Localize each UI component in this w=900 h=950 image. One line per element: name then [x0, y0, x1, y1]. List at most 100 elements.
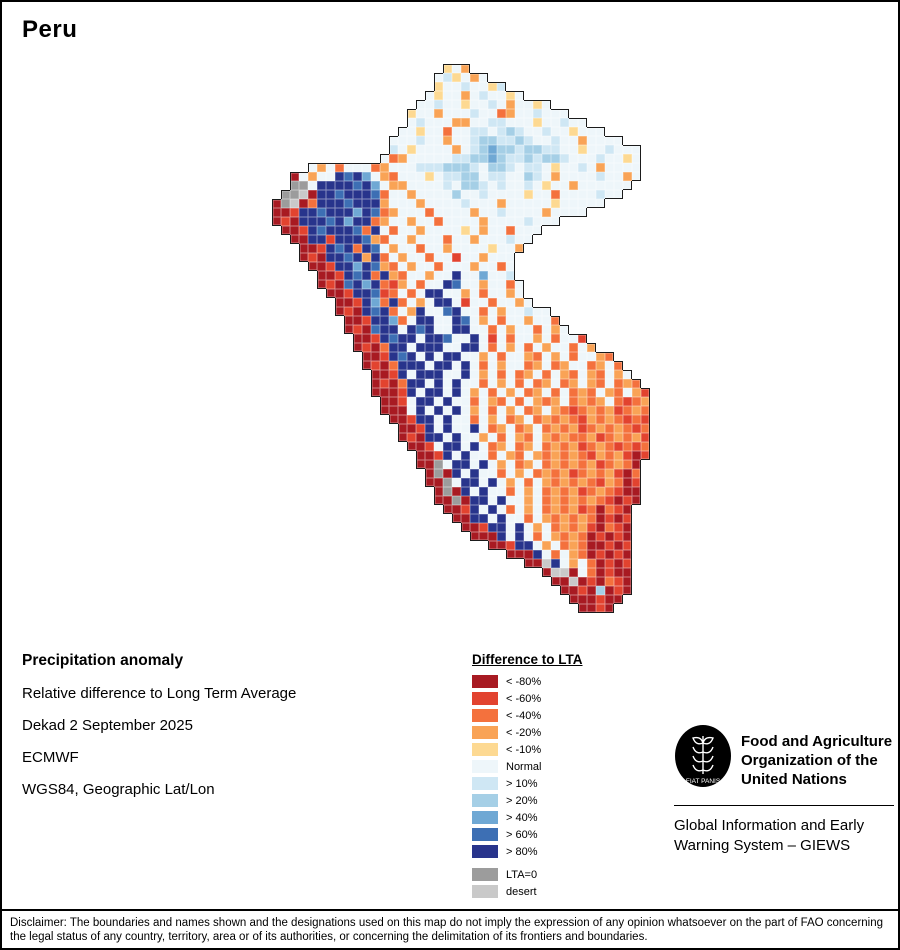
- map-cell: [506, 532, 515, 541]
- map-cell: [353, 298, 362, 307]
- map-cell: [443, 208, 452, 217]
- map-cell: [605, 577, 614, 586]
- map-cell: [371, 217, 380, 226]
- map-cell: [515, 424, 524, 433]
- map-cell: [551, 172, 560, 181]
- map-cell: [452, 136, 461, 145]
- map-cell: [443, 91, 452, 100]
- map-cell: [425, 352, 434, 361]
- map-cell: [308, 217, 317, 226]
- map-cell: [542, 181, 551, 190]
- map-cell: [497, 325, 506, 334]
- map-cell: [380, 316, 389, 325]
- map-cell: [605, 451, 614, 460]
- map-cell: [416, 109, 425, 118]
- map-cell: [605, 505, 614, 514]
- map-cell: [515, 523, 524, 532]
- map-cell: [578, 208, 587, 217]
- map-cell: [515, 244, 524, 253]
- map-cell: [470, 118, 479, 127]
- map-cell: [569, 361, 578, 370]
- legend-label: > 60%: [506, 828, 538, 841]
- map-cell: [479, 343, 488, 352]
- map-cell: [434, 388, 443, 397]
- map-cell: [452, 415, 461, 424]
- map-cell: [497, 199, 506, 208]
- map-cell: [632, 406, 641, 415]
- giews-line: Global Information and Early: [674, 817, 865, 834]
- fao-logo-icon: FIAT PANIS: [674, 724, 732, 793]
- map-cell: [470, 442, 479, 451]
- map-cell: [479, 334, 488, 343]
- map-cell: [398, 352, 407, 361]
- map-cell: [506, 253, 515, 262]
- map-cell: [497, 127, 506, 136]
- map-cell: [623, 568, 632, 577]
- map-cell: [344, 325, 353, 334]
- map-cell: [605, 442, 614, 451]
- map-cell: [407, 316, 416, 325]
- map-cell: [488, 154, 497, 163]
- map-cell: [398, 226, 407, 235]
- map-cell: [596, 604, 605, 613]
- map-cell: [488, 370, 497, 379]
- map-cell: [470, 469, 479, 478]
- map-cell: [506, 109, 515, 118]
- map-cell: [416, 118, 425, 127]
- map-cell: [443, 163, 452, 172]
- map-cell: [497, 415, 506, 424]
- map-cell: [596, 541, 605, 550]
- map-cell: [398, 325, 407, 334]
- map-cell: [623, 451, 632, 460]
- map-cell: [407, 163, 416, 172]
- map-cell: [425, 262, 434, 271]
- map-cell: [353, 343, 362, 352]
- map-cell: [524, 145, 533, 154]
- map-cell: [389, 154, 398, 163]
- map-cell: [551, 433, 560, 442]
- map-cell: [299, 235, 308, 244]
- map-cell: [407, 172, 416, 181]
- map-cell: [542, 424, 551, 433]
- map-cell: [560, 451, 569, 460]
- map-cell: [551, 532, 560, 541]
- map-cell: [560, 109, 569, 118]
- map-cell: [371, 307, 380, 316]
- map-cell: [407, 262, 416, 271]
- map-cell: [416, 181, 425, 190]
- map-cell: [542, 361, 551, 370]
- map-cell: [317, 226, 326, 235]
- map-cell: [398, 307, 407, 316]
- map-cell: [326, 226, 335, 235]
- map-cell: [623, 424, 632, 433]
- map-cell: [497, 370, 506, 379]
- map-cell: [452, 307, 461, 316]
- map-cell: [335, 217, 344, 226]
- map-cell: [569, 190, 578, 199]
- map-cell: [506, 181, 515, 190]
- legend-item: < -80%: [472, 675, 583, 688]
- map-cell: [479, 307, 488, 316]
- map-cell: [434, 433, 443, 442]
- map-cell: [380, 244, 389, 253]
- map-cell: [578, 181, 587, 190]
- map-cell: [542, 496, 551, 505]
- map-cell: [479, 370, 488, 379]
- map-cell: [506, 514, 515, 523]
- map-cell: [470, 172, 479, 181]
- map-cell: [425, 91, 434, 100]
- map-cell: [596, 568, 605, 577]
- map-cell: [542, 127, 551, 136]
- map-cell: [641, 388, 650, 397]
- map-cell: [578, 145, 587, 154]
- map-cell: [488, 505, 497, 514]
- map-cell: [587, 388, 596, 397]
- map-cell: [596, 559, 605, 568]
- map-cell: [578, 487, 587, 496]
- map-cell: [488, 199, 497, 208]
- map-cell: [443, 109, 452, 118]
- map-cell: [587, 343, 596, 352]
- map-cell: [614, 586, 623, 595]
- map-cell: [371, 190, 380, 199]
- map-cell: [452, 109, 461, 118]
